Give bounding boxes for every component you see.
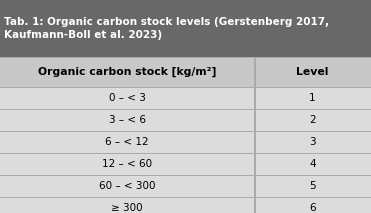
Text: 3 – < 6: 3 – < 6 [109,115,145,125]
Text: Organic carbon stock [kg/m²]: Organic carbon stock [kg/m²] [38,67,216,78]
Bar [0,0,371,57]
Text: ≥ 300: ≥ 300 [111,203,143,213]
Bar [0,176,371,197]
Text: 2: 2 [309,115,316,125]
Bar [254,88,256,109]
Text: 6 – < 12: 6 – < 12 [105,137,149,147]
Text: 12 – < 60: 12 – < 60 [102,159,152,169]
Bar [254,132,256,153]
Bar [0,88,371,109]
Bar [254,176,256,197]
Text: 5: 5 [309,181,316,191]
Text: 4: 4 [309,159,316,169]
Bar [0,198,371,213]
Text: Tab. 1: Organic carbon stock levels (Gerstenberg 2017,
Kaufmann-Boll et al. 2023: Tab. 1: Organic carbon stock levels (Ger… [4,17,329,40]
Bar [254,58,256,87]
Text: Level: Level [296,67,329,77]
Bar [0,132,371,153]
Bar [0,154,371,175]
Bar [254,198,256,213]
Bar [0,58,371,87]
Text: 6: 6 [309,203,316,213]
Bar [254,109,256,131]
Text: 0 – < 3: 0 – < 3 [109,93,145,103]
Bar [0,109,371,131]
Bar [254,154,256,175]
Text: 60 – < 300: 60 – < 300 [99,181,155,191]
Text: 1: 1 [309,93,316,103]
Text: 3: 3 [309,137,316,147]
